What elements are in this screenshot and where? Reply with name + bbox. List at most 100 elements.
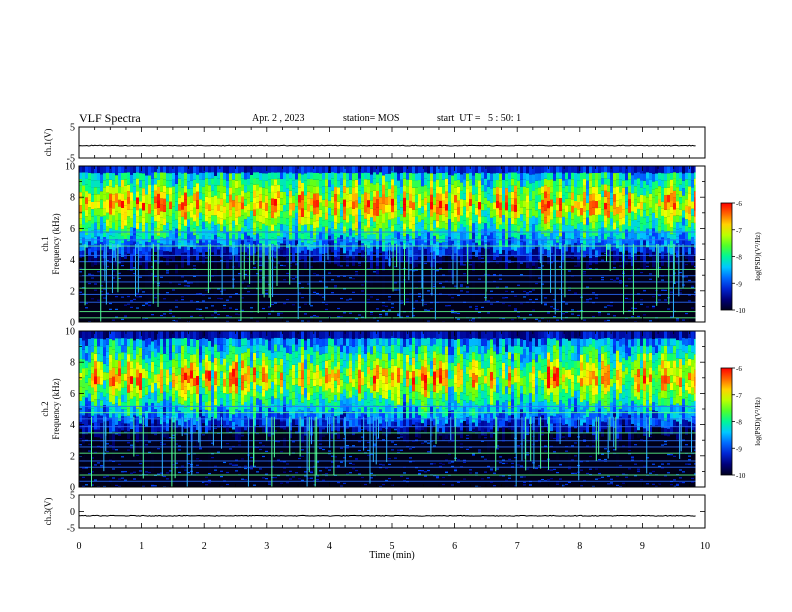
spectrogram-cell <box>421 199 424 207</box>
spectrogram-cell <box>322 384 325 392</box>
noise-speckle <box>106 292 109 294</box>
noise-speckle <box>694 294 697 296</box>
spectrogram-cell <box>280 331 283 338</box>
spectrogram-cell <box>367 200 370 208</box>
spectrogram-cell <box>109 370 112 379</box>
spectrogram-cell <box>82 452 85 463</box>
spectrogram-cell <box>199 179 202 186</box>
spectrogram-cell <box>307 369 310 378</box>
spectrogram-cell <box>310 355 313 364</box>
spectrogram-cell <box>325 192 328 200</box>
noise-speckle <box>88 443 91 445</box>
spectrogram-cell <box>304 416 307 427</box>
spectrogram-cell <box>457 186 460 194</box>
spectrogram-cell <box>406 220 409 228</box>
spectrogram-cell <box>517 195 520 204</box>
noise-speckle <box>163 475 166 478</box>
spectrogram-cell <box>493 223 496 232</box>
noise-speckle <box>313 484 316 486</box>
spectrogram-cell <box>322 399 325 407</box>
spectrogram-cell <box>115 331 118 339</box>
spectrogram-cell <box>313 399 316 407</box>
spectrogram-cell <box>88 377 91 386</box>
spectrogram-cell <box>100 182 103 192</box>
spectrogram-cell <box>115 359 118 368</box>
noise-speckle <box>94 283 97 285</box>
spectrogram-cell <box>223 386 226 394</box>
sferic-spike <box>541 244 543 305</box>
spectrogram-cell <box>682 210 685 218</box>
spectrogram-cell <box>91 180 94 188</box>
noise-speckle <box>259 279 262 281</box>
spectrogram-cell <box>661 194 664 202</box>
noise-speckle <box>178 283 181 285</box>
spectrogram-cell <box>541 179 544 187</box>
noise-speckle <box>475 308 478 310</box>
spectrogram-cell <box>490 225 493 233</box>
spectrogram-cell <box>412 195 415 203</box>
spectrogram-cell <box>157 166 160 173</box>
noise-speckle <box>388 299 391 301</box>
spectrogram-cell <box>586 217 589 226</box>
spectrogram-cell <box>337 187 340 195</box>
noise-speckle <box>283 303 286 305</box>
spectrogram-cell <box>184 344 187 352</box>
spectrogram-cell <box>220 384 223 392</box>
spectrogram-cell <box>88 248 91 256</box>
spectrogram-cell <box>583 244 586 251</box>
spectrogram-cell <box>475 172 478 180</box>
spectrogram-cell <box>406 254 409 262</box>
spectrogram-cell <box>124 352 127 360</box>
spectrogram-cell <box>649 235 652 243</box>
spectrogram-cell <box>160 243 163 251</box>
spectrogram-cell <box>334 166 337 174</box>
spectrogram-cell <box>142 166 145 174</box>
noise-speckle <box>91 298 94 300</box>
spectrogram-cell <box>127 247 130 254</box>
spectrogram-cell <box>223 206 226 213</box>
spectrogram-cell <box>253 215 256 223</box>
spectrogram-cell <box>523 221 526 228</box>
spectrogram-cell <box>136 191 139 198</box>
spectrogram-cell <box>628 219 631 227</box>
spectrogram-cell <box>349 186 352 194</box>
spectrogram-cell <box>160 393 163 401</box>
spectrogram-cell <box>397 231 400 239</box>
spectrogram-cell <box>214 205 217 216</box>
spectrogram-cell <box>178 185 181 192</box>
noise-speckle <box>151 273 154 275</box>
spectrogram-cell <box>79 351 82 359</box>
spectrogram-cell <box>676 201 679 209</box>
spectrogram-cell <box>118 405 121 414</box>
spectrogram-cell <box>640 238 643 246</box>
spectrogram-cell <box>103 187 106 195</box>
spectrogram-cell <box>289 166 292 173</box>
spectrogram-cell <box>172 366 175 374</box>
spectrogram-cell <box>601 227 604 234</box>
spectrogram-cell <box>634 253 637 261</box>
spectrogram-cell <box>184 199 187 206</box>
spectrogram-cell <box>145 203 148 214</box>
spectrogram-cell <box>232 213 235 221</box>
noise-speckle <box>136 454 139 456</box>
spectrogram-cell <box>103 180 106 188</box>
spectrogram-cell <box>223 331 226 338</box>
noise-speckle <box>379 256 382 258</box>
spectrogram-cell <box>646 166 649 173</box>
spectrogram-cell <box>559 223 562 230</box>
spectrogram-cell <box>106 358 109 366</box>
spectrogram-cell <box>178 410 181 419</box>
spectrogram-cell <box>202 387 205 395</box>
station-label: station= MOS <box>343 113 400 124</box>
spectrogram-cell <box>241 239 244 246</box>
spectrogram-cell <box>343 253 346 261</box>
noise-speckle <box>604 306 607 308</box>
spectrogram-cell <box>163 391 166 400</box>
spectrogram-ch2 <box>79 331 697 487</box>
sferic-spike <box>268 244 270 298</box>
spectrogram-cell <box>184 219 187 226</box>
spectrogram-cell <box>142 217 145 226</box>
spectrogram-cell <box>184 421 187 429</box>
noise-speckle <box>241 282 244 284</box>
